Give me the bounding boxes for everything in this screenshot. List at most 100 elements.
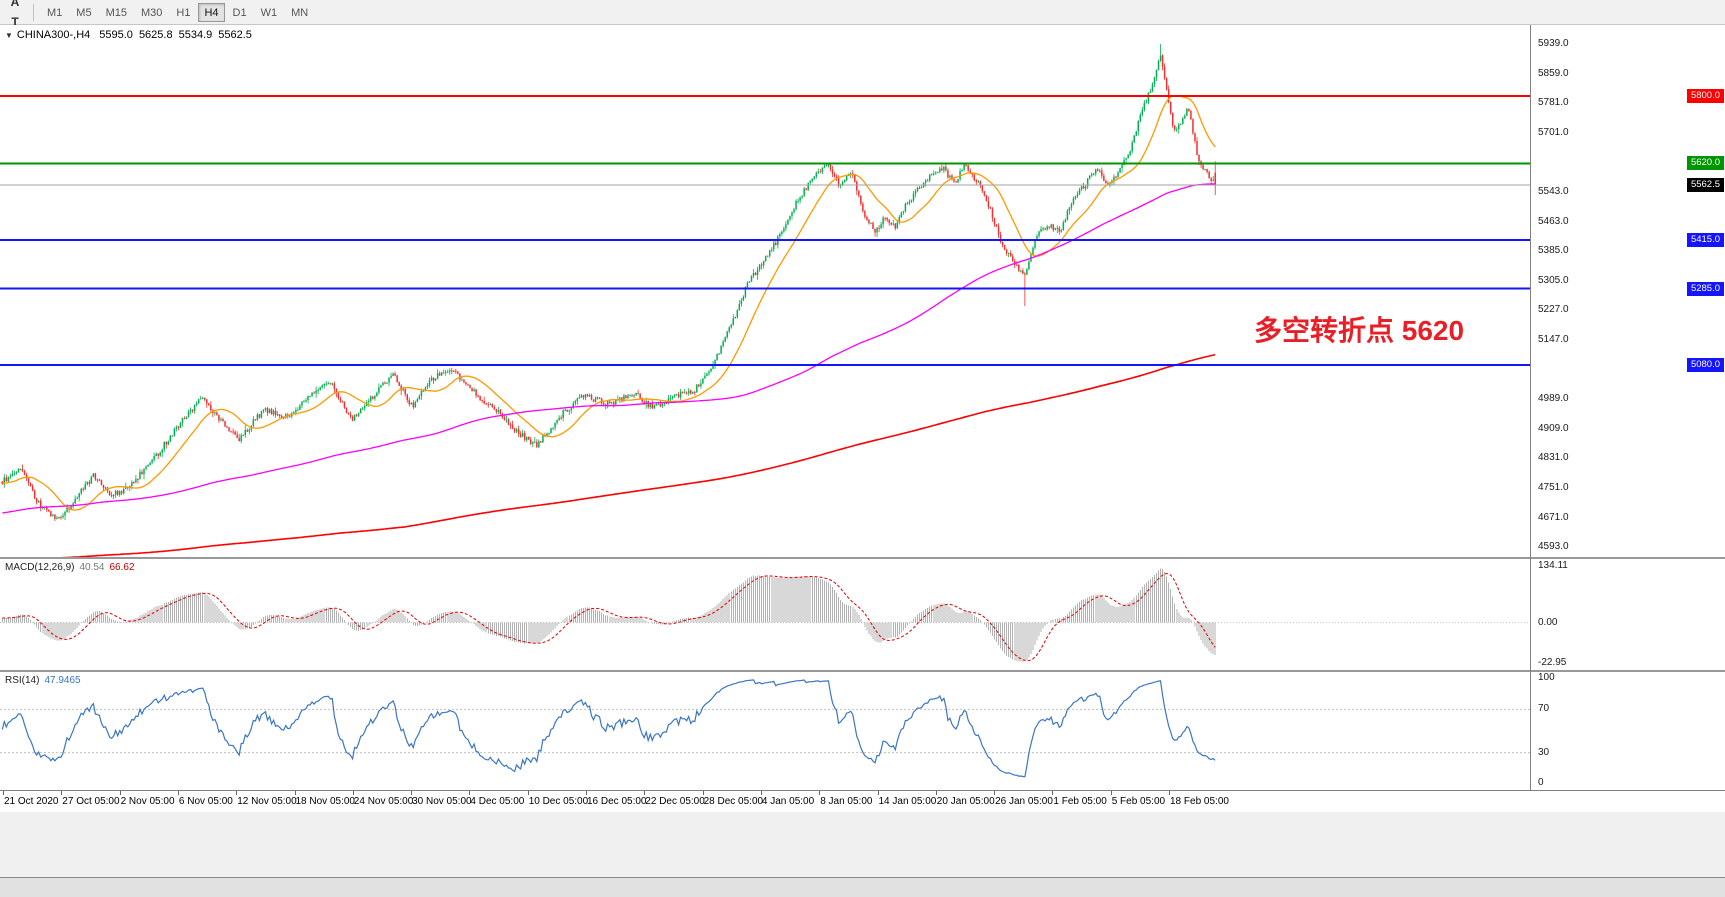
price-tick-label: 4831.0 — [1538, 452, 1569, 464]
time-axis-label: 5 Feb 05:00 — [1111, 796, 1166, 807]
timeframe-button-m5[interactable]: M5 — [76, 6, 92, 19]
macd-signal-value: 66.62 — [109, 562, 135, 573]
price-chart-panel[interactable]: ▼ CHINA300-,H4 5595.0 5625.8 5534.9 5562.5 多空… — [0, 25, 1530, 557]
low-value: 5534.9 — [178, 29, 213, 41]
macd-panel[interactable]: MACD(12,26,9) 40.54 66.62 — [0, 559, 1530, 670]
bottom-sub-strip — [0, 878, 1725, 897]
time-tick — [1110, 791, 1112, 795]
time-tick — [644, 791, 646, 795]
text-label-icon: T — [11, 15, 19, 29]
macd-main-value: 40.54 — [79, 562, 105, 573]
price-badge-5080.0: 5080.0 — [1686, 358, 1724, 373]
macd-axis[interactable]: 134.11 0.00 -22.95 — [1531, 559, 1725, 670]
time-axis-label: 22 Dec 05:00 — [645, 796, 705, 807]
time-axis-label: 20 Jan 05:00 — [936, 796, 995, 807]
toolbar-separator — [33, 3, 34, 21]
time-axis-label: 14 Jan 05:00 — [878, 796, 937, 807]
time-axis-label: 2 Nov 05:00 — [120, 796, 175, 807]
macd-label: MACD(12,26,9) 40.54 66.62 — [5, 562, 135, 573]
time-axis-label: 4 Jan 05:00 — [761, 796, 815, 807]
one-click-expander-icon[interactable]: ▼ — [5, 31, 13, 40]
rsi-panel[interactable]: RSI(14) 47.9465 — [0, 672, 1530, 790]
timeframe-button-h4[interactable]: H4 — [198, 2, 225, 22]
time-axis-label: 26 Jan 05:00 — [995, 796, 1053, 807]
time-tick — [352, 791, 354, 795]
time-tick — [236, 791, 238, 795]
price-badge-5415.0: 5415.0 — [1686, 232, 1724, 247]
time-tick — [527, 791, 529, 795]
macd-histogram — [1, 568, 1216, 662]
price-tick-label: 4593.0 — [1538, 541, 1569, 553]
open-value: 5595.0 — [99, 29, 133, 41]
price-tick-label: 5227.0 — [1538, 304, 1569, 316]
price-badge-5285.0: 5285.0 — [1686, 281, 1724, 296]
price-badge-5620.0: 5620.0 — [1686, 156, 1724, 171]
symbol-period-label: CHINA300-,H4 — [16, 29, 91, 41]
macd-axis-zero: 0.00 — [1538, 616, 1558, 628]
price-tick-label: 4989.0 — [1538, 393, 1569, 405]
price-tick-label: 5859.0 — [1538, 67, 1569, 79]
time-tick — [702, 791, 704, 795]
text-label-tool-button[interactable]: T — [4, 12, 26, 32]
time-tick — [411, 791, 413, 795]
time-axis-label: 8 Jan 05:00 — [820, 796, 873, 807]
time-tick — [119, 791, 121, 795]
time-axis-label: 6 Nov 05:00 — [178, 796, 233, 807]
time-axis-label: 21 Oct 2020 — [4, 796, 59, 807]
time-tick — [935, 791, 937, 795]
candles-layer — [1, 44, 1216, 521]
moving-average-fast — [2, 95, 1216, 511]
time-tick — [177, 791, 179, 795]
time-axis-label: 4 Dec 05:00 — [470, 796, 525, 807]
price-tick-label: 5939.0 — [1538, 38, 1569, 50]
timeframe-button-h1[interactable]: H1 — [176, 6, 191, 19]
timeframe-button-m1[interactable]: M1 — [47, 6, 63, 19]
axis-border — [1530, 25, 1531, 790]
time-tick — [1052, 791, 1054, 795]
rsi-axis[interactable]: 100 70 30 0 — [1531, 672, 1725, 790]
price-badge-5800.0: 5800.0 — [1686, 89, 1724, 104]
macd-name: MACD(12,26,9) — [5, 562, 75, 573]
panel-separator[interactable] — [0, 670, 1725, 672]
time-tick — [994, 791, 996, 795]
time-axis-label: 28 Dec 05:00 — [703, 796, 764, 807]
rsi-line — [1, 679, 1216, 778]
timeframe-button-m15[interactable]: M15 — [105, 6, 127, 19]
text-tool-button[interactable]: A — [4, 0, 26, 12]
time-axis-label: 24 Nov 05:00 — [353, 796, 414, 807]
panel-separator[interactable] — [0, 557, 1725, 559]
symbol-ohlc-header: ▼ CHINA300-,H4 5595.0 5625.8 5534.9 5562.5 — [5, 29, 258, 41]
time-axis-label: 18 Feb 05:00 — [1170, 796, 1229, 807]
time-tick — [1169, 791, 1170, 795]
text-icon: A — [10, 0, 20, 9]
price-tick-label: 5463.0 — [1538, 216, 1569, 228]
timeframe-button-d1[interactable]: D1 — [232, 6, 247, 19]
time-axis-label: 30 Nov 05:00 — [412, 796, 472, 807]
price-chart-canvas[interactable] — [0, 25, 1530, 557]
price-tick-label: 5701.0 — [1538, 127, 1569, 139]
timeframe-group: M1 M5 M15 M30 H1 H4 D1 W1 MN — [40, 2, 315, 22]
price-axis[interactable]: 5939.0 5859.0 5781.0 5701.0 5543.0 5463.0 5385… — [1531, 25, 1725, 557]
macd-canvas — [0, 568, 1530, 662]
time-tick — [61, 791, 63, 795]
rsi-axis-label: 30 — [1538, 746, 1550, 758]
price-tick-label: 5147.0 — [1538, 334, 1569, 346]
rsi-label: RSI(14) 47.9465 — [5, 675, 81, 686]
chart-area: ▼ CHINA300-,H4 5595.0 5625.8 5534.9 5562.5 多空… — [0, 25, 1725, 812]
moving-average-slow — [58, 353, 1216, 557]
rsi-value: 47.9465 — [44, 675, 81, 686]
moving-average-medium — [2, 183, 1216, 514]
time-axis-label: 16 Dec 05:00 — [587, 796, 647, 807]
timeframe-button-mn[interactable]: MN — [291, 6, 309, 19]
bottom-divider — [0, 877, 1725, 878]
time-axis-label: 18 Nov 05:00 — [295, 796, 356, 807]
rsi-name: RSI(14) — [5, 675, 40, 686]
macd-axis-min: -22.95 — [1538, 657, 1567, 668]
time-tick — [877, 791, 879, 795]
chart-annotation-text[interactable]: 多空转折点 5620 — [1254, 315, 1465, 346]
timeframe-button-w1[interactable]: W1 — [260, 6, 278, 19]
time-axis-label: 10 Dec 05:00 — [528, 796, 589, 807]
price-tick-label: 4751.0 — [1538, 482, 1569, 494]
time-axis[interactable]: 21 Oct 2020 27 Oct 05:00 2 Nov 05:00 6 Nov … — [0, 790, 1725, 812]
timeframe-button-m30[interactable]: M30 — [140, 6, 163, 19]
